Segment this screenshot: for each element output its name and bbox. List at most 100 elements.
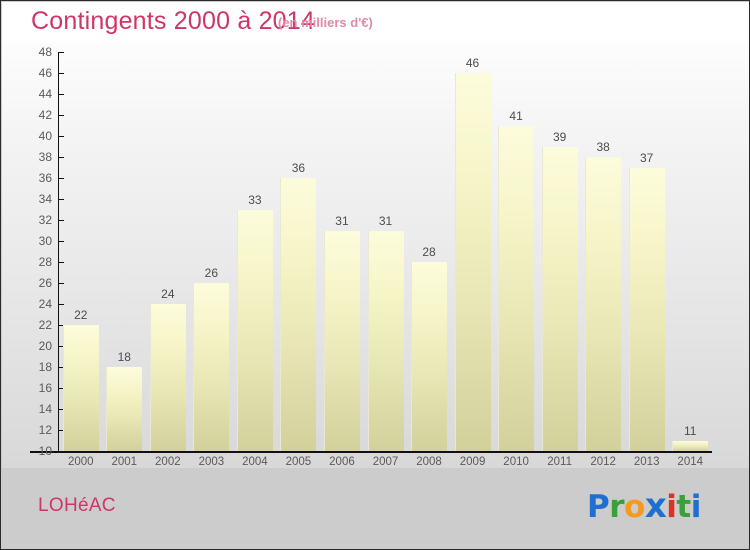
bar[interactable] (367, 230, 404, 451)
bar-value-label: 39 (552, 129, 567, 144)
y-axis-line (58, 52, 59, 452)
y-axis-tick (59, 388, 64, 389)
y-axis-tick-label: 46 (38, 66, 52, 80)
bar[interactable] (454, 73, 491, 451)
logo-letter: i (690, 489, 702, 525)
bar-value-label: 24 (161, 287, 175, 301)
y-axis-tick (59, 283, 64, 284)
y-axis-tick (59, 325, 64, 326)
y-axis-tick (59, 199, 64, 200)
y-axis-tick-label: 36 (38, 171, 52, 185)
logo-letter: P (587, 489, 610, 525)
x-axis-tick-label: 2010 (503, 456, 529, 468)
y-axis-tick-label: 10 (38, 444, 52, 458)
bar[interactable] (672, 440, 709, 451)
logo-letter: t (676, 489, 691, 525)
x-axis-tick-label: 2014 (677, 456, 704, 468)
y-axis-tick (59, 346, 64, 347)
x-axis-tick-label: 2008 (416, 456, 442, 468)
chart-header: Contingents 2000 à 2014 (en milliers d'€… (2, 2, 749, 42)
y-axis-tick (59, 304, 64, 305)
bar-value-label: 26 (204, 266, 219, 280)
x-axis-tick-label: 2000 (67, 456, 94, 468)
y-axis-tick (59, 157, 64, 158)
bar[interactable] (236, 209, 273, 451)
x-axis-tick-label: 2012 (590, 456, 616, 468)
x-axis-tick-label: 2013 (633, 456, 660, 468)
x-axis-tick-label: 2007 (372, 456, 399, 468)
bar-value-label: 22 (74, 308, 88, 322)
bar[interactable] (541, 146, 578, 451)
bar[interactable] (585, 157, 622, 451)
y-axis-tick (59, 409, 64, 410)
bar-value-label: 28 (422, 245, 436, 259)
bar-value-label: 46 (465, 56, 480, 70)
y-axis-tick (59, 430, 64, 431)
plot-area: 10 12 14 16 18 20 22 24 26 28 30 32 34 36 38 40 42 44 46 48… (2, 42, 749, 468)
bar-value-label: 33 (248, 192, 262, 207)
bar[interactable] (498, 125, 535, 451)
y-axis-tick (59, 115, 64, 116)
y-axis-tick-label: 42 (38, 108, 52, 122)
bar[interactable] (193, 283, 230, 451)
x-axis-line (30, 451, 712, 453)
x-axis-tick-label: 2011 (547, 456, 572, 468)
logo-letter: x (644, 486, 667, 526)
bar[interactable] (62, 325, 99, 451)
bar[interactable] (411, 262, 448, 451)
bar[interactable] (280, 178, 317, 451)
bar-value-label: 31 (378, 213, 393, 228)
chart-title: Contingents 2000 à 2014 (31, 7, 315, 35)
y-axis-tick (59, 220, 64, 221)
bar-value-label: 36 (291, 161, 306, 175)
x-axis-tick-label: 2009 (459, 456, 486, 468)
bar-value-label: 37 (640, 150, 654, 165)
y-axis-tick-label: 18 (38, 360, 52, 374)
bar[interactable] (323, 230, 360, 451)
bar-value-label: 11 (683, 423, 697, 438)
y-axis-tick (59, 451, 64, 452)
y-axis-tick (59, 262, 64, 263)
y-axis-tick-label: 40 (38, 129, 52, 143)
x-axis-tick-label: 2005 (285, 456, 312, 468)
y-axis-tick-label: 26 (38, 276, 52, 290)
y-axis-tick (59, 367, 64, 368)
bar-value-label: 38 (596, 140, 610, 154)
x-axis-tick-label: 2002 (155, 456, 181, 468)
x-axis-tick-label: 2001 (111, 456, 138, 468)
place-name: LOHéAC (38, 495, 116, 516)
y-axis-tick-label: 38 (38, 150, 52, 164)
x-axis-tick-label: 2003 (198, 456, 225, 468)
chart-subtitle: (en milliers d'€) (278, 15, 373, 30)
y-axis-tick (59, 52, 64, 53)
logo-letter: r (609, 489, 625, 525)
proxiti-logo[interactable]: Proxiti (587, 486, 701, 526)
y-axis-tick (59, 73, 64, 74)
y-axis-tick (59, 241, 64, 242)
bar[interactable] (628, 167, 665, 451)
x-axis-tick-label: 2006 (329, 456, 355, 468)
logo-letter: i (666, 489, 677, 525)
y-axis-tick-label: 28 (38, 255, 52, 269)
y-axis-tick-label: 34 (38, 192, 52, 206)
y-axis-tick-label: 24 (38, 297, 52, 311)
y-axis-tick-label: 32 (38, 213, 52, 227)
bar-value-label: 31 (335, 213, 349, 228)
y-axis-tick-label: 44 (38, 87, 52, 101)
y-axis-tick-label: 12 (38, 423, 52, 437)
chart-footer: LOHéAC Proxiti (2, 468, 749, 549)
y-axis-tick (59, 94, 64, 95)
y-axis-tick-label: 16 (38, 381, 52, 395)
logo-letter: o (624, 489, 645, 525)
bar[interactable] (149, 304, 186, 451)
y-axis-tick-label: 14 (38, 402, 52, 416)
y-axis-tick-label: 30 (38, 234, 52, 248)
bar-value-label: 18 (117, 350, 131, 364)
bar-value-label: 41 (509, 108, 523, 123)
y-axis-tick-label: 22 (38, 318, 52, 332)
bar[interactable] (106, 367, 143, 451)
y-axis-tick (59, 136, 64, 137)
y-axis-tick (59, 178, 64, 179)
y-axis-tick-label: 48 (38, 45, 52, 59)
